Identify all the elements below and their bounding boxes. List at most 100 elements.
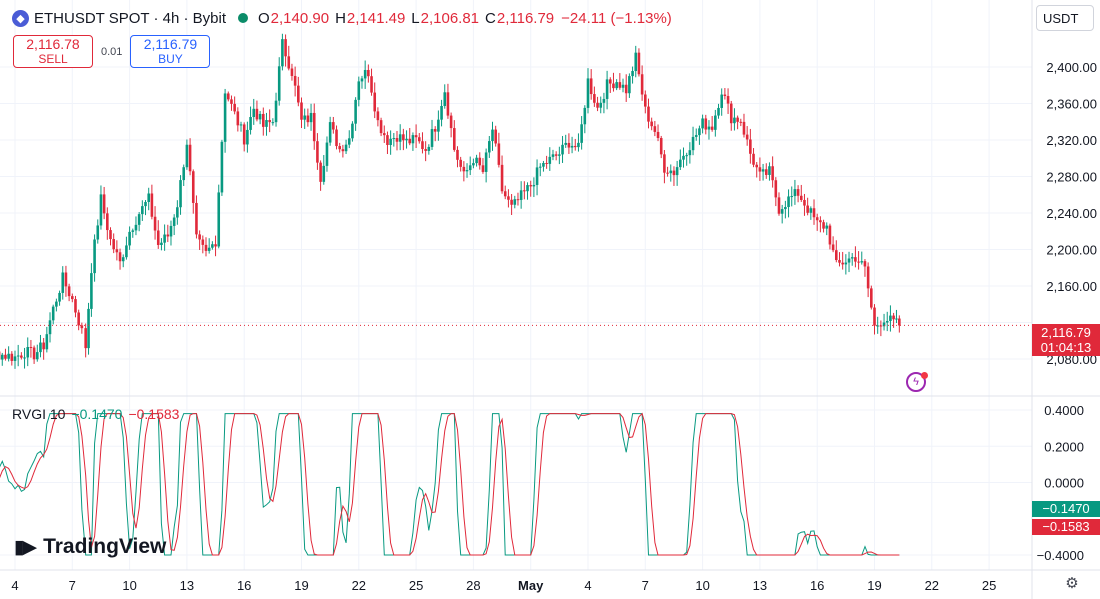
candle [889, 305, 892, 332]
low-label: L [411, 9, 420, 27]
candle-body [866, 266, 870, 289]
candle-body [608, 79, 612, 84]
rvgi-signal-line [0, 412, 900, 556]
candle-body [465, 170, 469, 172]
candle-body [548, 156, 552, 164]
sell-price: 2,116.78 [26, 35, 80, 52]
candle-body [74, 299, 77, 313]
candle [561, 135, 564, 163]
candle [465, 163, 469, 178]
candle [357, 76, 361, 107]
candle-body [615, 82, 618, 89]
time-tick-label: 13 [753, 578, 767, 593]
candle [179, 175, 182, 215]
candle [398, 124, 402, 151]
candle-body [332, 122, 335, 130]
candle [650, 117, 653, 131]
candle-body [777, 197, 781, 214]
candle-body [39, 342, 42, 353]
candle-body [650, 121, 653, 127]
time-tick-label: 22 [925, 578, 939, 593]
candle [768, 162, 771, 181]
candle [147, 187, 150, 211]
candle-body [644, 94, 647, 107]
candle [628, 73, 631, 98]
candle [440, 99, 443, 127]
candle [459, 156, 462, 172]
candle-body [176, 207, 179, 218]
candle [752, 148, 755, 168]
candle [564, 134, 568, 148]
candle-body [758, 167, 762, 172]
sell-button[interactable]: 2,116.78 SELL [13, 35, 93, 68]
candle-body [812, 208, 816, 218]
candle [45, 326, 49, 353]
candle-body [698, 128, 701, 136]
candle [437, 110, 440, 141]
close-label: C [485, 9, 496, 27]
candle [714, 109, 717, 137]
lightning-alert-icon[interactable]: ϟ [906, 372, 926, 392]
indicator-tick-label: 0.2000 [1044, 439, 1084, 454]
candle-body [424, 149, 427, 151]
candle-body [707, 126, 711, 130]
candle [764, 163, 768, 179]
symbol-title[interactable]: ETHUSDT SPOT · 4h · Bybit [34, 9, 226, 27]
candle-body [717, 107, 720, 116]
candle-body [809, 208, 813, 213]
candle [370, 68, 373, 96]
candle [325, 136, 329, 172]
time-tick-label: 4 [584, 578, 591, 593]
tradingview-branding[interactable]: ▮▶ TradingView [14, 535, 166, 559]
candle-body [207, 247, 211, 251]
currency-select[interactable]: USDT [1036, 5, 1094, 31]
candle [742, 113, 746, 138]
candle-body [115, 249, 119, 253]
candle-body [271, 122, 275, 124]
candle-body [491, 129, 494, 142]
candle [507, 189, 510, 208]
candle [478, 152, 482, 170]
candle-body [892, 315, 895, 320]
candle-body [656, 131, 660, 139]
candle [277, 57, 281, 106]
candle [204, 237, 208, 257]
candle [96, 219, 100, 244]
candle-body [876, 325, 879, 327]
candle [523, 181, 526, 200]
buy-button[interactable]: 2,116.79 BUY [130, 35, 211, 68]
candle [796, 185, 800, 203]
candle [701, 114, 704, 134]
candle [411, 132, 415, 151]
candle-body [392, 138, 396, 140]
candle [144, 200, 147, 216]
candle [602, 92, 606, 114]
indicator-legend[interactable]: RVGI 10 −0.1470 −0.1583 [12, 406, 179, 422]
indicator-name: RVGI 10 [12, 406, 66, 422]
candle-body [351, 123, 354, 139]
candle-body [300, 102, 303, 120]
price-tick-label: 2,320.00 [1046, 133, 1097, 148]
candle-body [551, 154, 555, 157]
candle [430, 119, 434, 150]
candle [29, 339, 33, 358]
candle [427, 144, 431, 155]
candle-body [179, 180, 182, 208]
candle-body [150, 193, 154, 217]
open-label: O [258, 9, 270, 27]
candle-body [577, 142, 580, 148]
candle [335, 125, 338, 150]
candle [831, 236, 835, 253]
candle-body [488, 141, 491, 153]
candle [593, 86, 596, 107]
candle [125, 236, 128, 260]
high-label: H [335, 9, 346, 27]
candle [354, 97, 357, 131]
candle-body [879, 325, 883, 327]
candle-body [870, 288, 873, 308]
candle-body [16, 355, 20, 357]
candle [749, 128, 752, 164]
gear-icon[interactable]: ⚙ [1065, 575, 1079, 592]
candle-body [121, 257, 125, 262]
